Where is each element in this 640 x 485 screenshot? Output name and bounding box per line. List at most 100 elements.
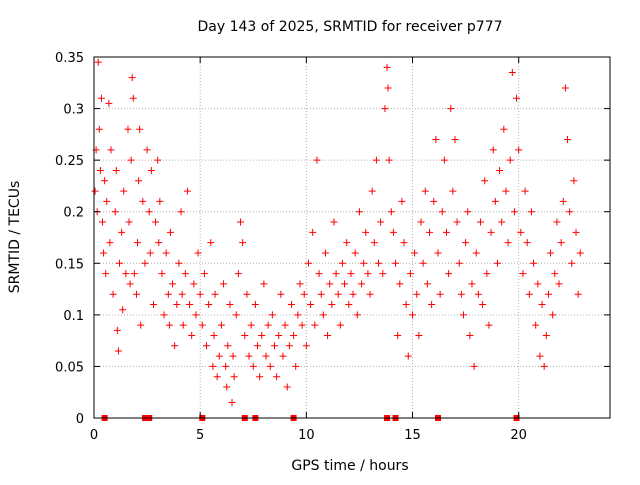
data-point (330, 218, 338, 226)
data-point (372, 156, 380, 164)
data-point (313, 156, 321, 164)
data-point (129, 94, 137, 102)
data-point (536, 352, 544, 360)
data-point (296, 280, 304, 288)
data-point (549, 311, 557, 319)
data-point (228, 399, 236, 407)
data-point (155, 239, 163, 247)
data-point (328, 301, 336, 309)
data-point (256, 373, 264, 381)
data-point (287, 301, 295, 309)
data-point (345, 301, 353, 309)
data-point (120, 187, 128, 195)
data-point (165, 321, 173, 329)
data-point (281, 321, 289, 329)
data-point (245, 352, 253, 360)
data-point (279, 352, 287, 360)
data-point (553, 218, 561, 226)
y-tick-label: 0.05 (55, 360, 84, 375)
data-point (125, 218, 133, 226)
data-point (302, 342, 310, 350)
data-point (347, 270, 355, 278)
data-point (381, 105, 389, 113)
data-point (496, 166, 504, 174)
data-point (481, 177, 489, 185)
data-point (428, 301, 436, 309)
data-point (205, 301, 213, 309)
data-point (127, 156, 135, 164)
data-point (114, 347, 122, 355)
data-point (559, 197, 567, 205)
x-tick-label: 10 (298, 428, 315, 443)
data-point (447, 105, 455, 113)
x-tick-label: 15 (404, 428, 421, 443)
data-point (519, 270, 527, 278)
data-point (487, 228, 495, 236)
data-point (508, 68, 516, 76)
data-point (247, 321, 255, 329)
data-point (343, 239, 351, 247)
data-point (451, 136, 459, 144)
data-point (137, 321, 145, 329)
data-point (260, 280, 268, 288)
data-point (468, 280, 476, 288)
data-point (264, 321, 272, 329)
data-point (309, 228, 317, 236)
data-point (493, 259, 501, 267)
data-point (135, 177, 143, 185)
data-point (196, 290, 204, 298)
data-point (229, 352, 237, 360)
data-point (192, 311, 200, 319)
data-point (171, 342, 179, 350)
data-point (105, 99, 113, 107)
y-tick-label: 0.35 (55, 51, 84, 66)
data-point (430, 197, 438, 205)
data-point (375, 259, 383, 267)
data-point (355, 208, 363, 216)
data-point (364, 270, 372, 278)
data-point (568, 259, 576, 267)
data-point (190, 280, 198, 288)
data-point (489, 146, 497, 154)
data-point (128, 74, 136, 82)
data-point (351, 249, 359, 257)
data-point (338, 259, 346, 267)
data-point (358, 280, 366, 288)
data-point (534, 280, 542, 288)
data-point (332, 270, 340, 278)
data-point (409, 311, 417, 319)
data-point (126, 280, 134, 288)
data-point (177, 208, 185, 216)
data-point (572, 228, 580, 236)
data-point (566, 208, 574, 216)
data-point (521, 187, 529, 195)
data-point (436, 290, 444, 298)
x-tick-label: 20 (510, 428, 527, 443)
data-point (115, 259, 123, 267)
data-point (179, 321, 187, 329)
data-point (413, 290, 421, 298)
data-points (91, 58, 584, 421)
grid-lines (94, 57, 610, 418)
data-point (307, 301, 315, 309)
data-point (119, 306, 127, 314)
data-point (532, 321, 540, 329)
data-point (394, 331, 402, 339)
data-point (462, 239, 470, 247)
data-point (143, 146, 151, 154)
data-point (530, 259, 538, 267)
data-point (319, 311, 327, 319)
data-point (483, 270, 491, 278)
data-point (555, 280, 563, 288)
data-point (146, 249, 154, 257)
data-point (470, 362, 478, 370)
data-point (100, 249, 108, 257)
data-point (96, 166, 104, 174)
data-point (154, 156, 162, 164)
data-point (258, 331, 266, 339)
data-point (404, 352, 412, 360)
data-point (243, 290, 251, 298)
data-point (360, 259, 368, 267)
data-point (145, 208, 153, 216)
